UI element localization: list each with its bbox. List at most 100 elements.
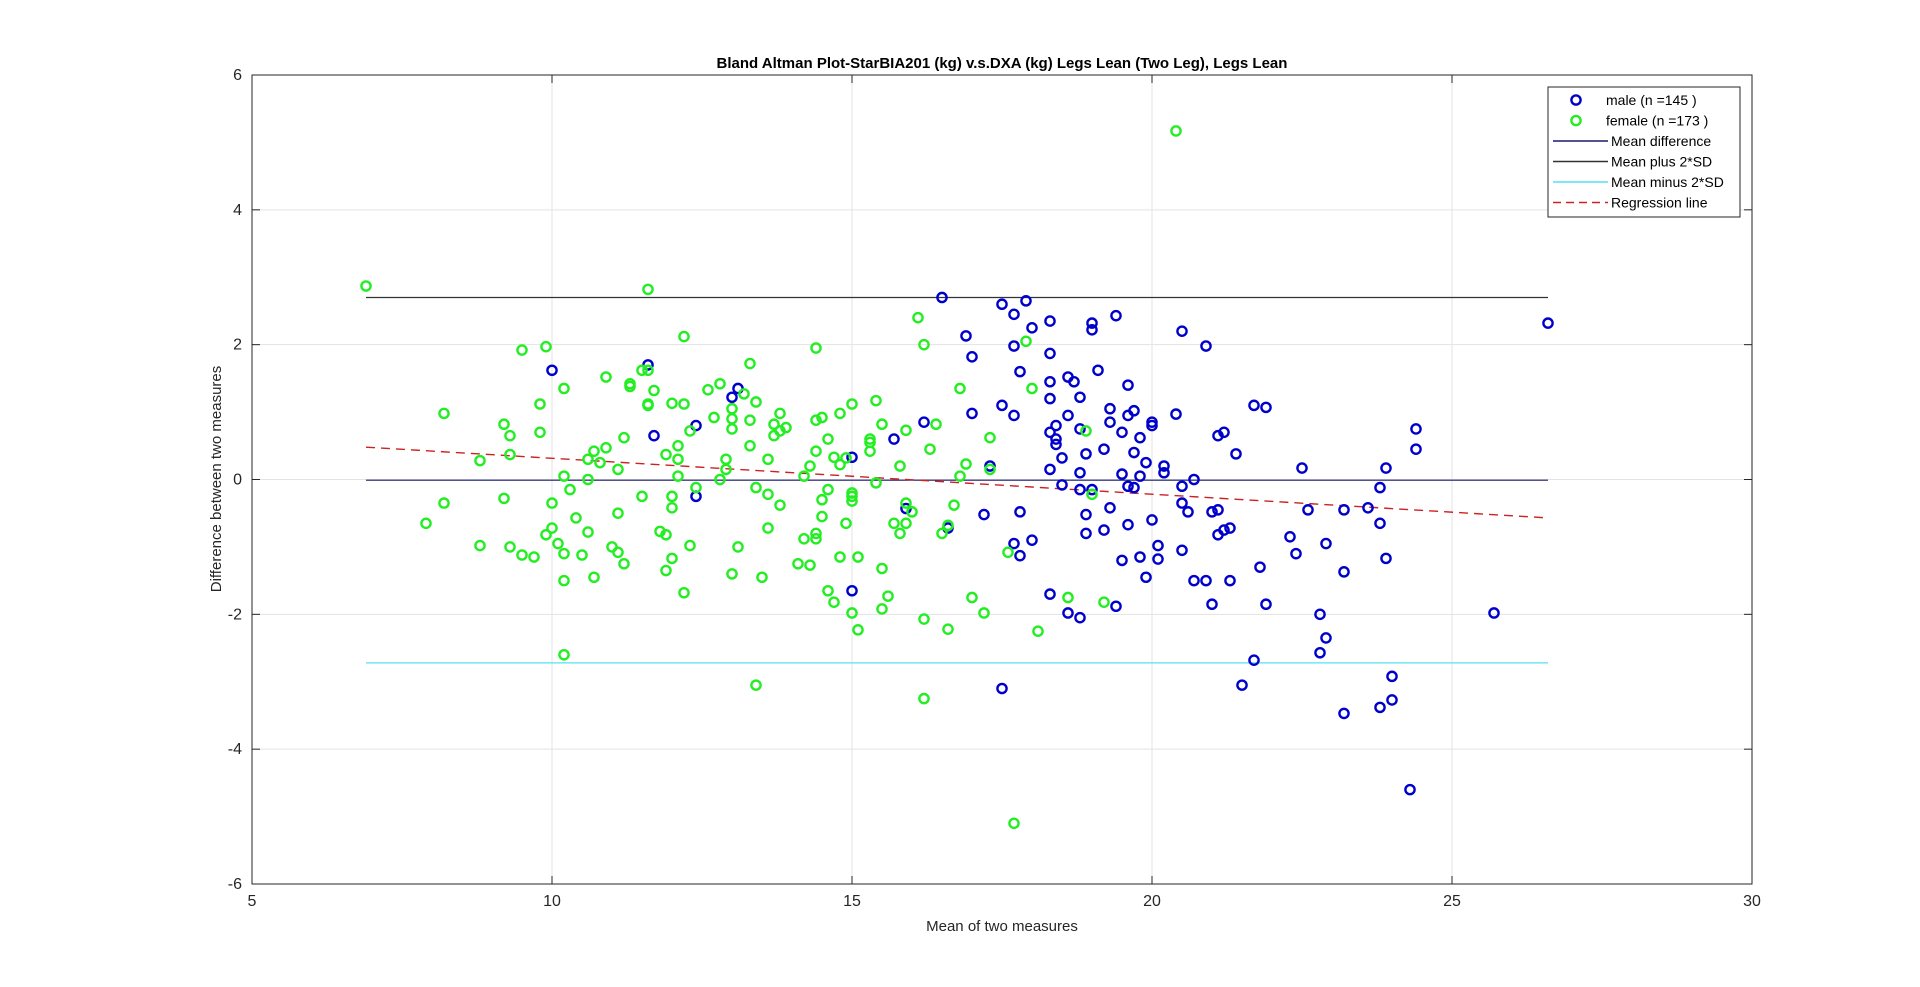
female-data-point — [1062, 591, 1074, 604]
female-data-point — [810, 342, 822, 354]
male-data-point — [1026, 534, 1038, 546]
male-data-point — [1380, 462, 1392, 474]
male-data-point — [1014, 506, 1026, 518]
female-data-point — [1098, 596, 1110, 608]
legend-box — [1547, 86, 1741, 218]
female-data-point — [774, 499, 786, 511]
female-data-point — [702, 384, 714, 396]
male-data-point — [1020, 295, 1032, 307]
female-data-point — [870, 477, 882, 489]
male-data-point — [1254, 561, 1266, 573]
male-data-point — [1014, 549, 1026, 562]
male-data-point — [1134, 551, 1146, 563]
male-data-point — [1092, 364, 1104, 377]
chart-title: Bland Altman Plot-StarBIA201 (kg) v.s.DX… — [717, 55, 1288, 72]
x-tick-label: 5 — [248, 893, 257, 910]
male-data-point — [1068, 375, 1080, 388]
male-data-point — [1008, 308, 1020, 321]
male-data-point — [546, 364, 558, 377]
y-tick-label: -6 — [228, 876, 242, 893]
male-data-point — [1074, 391, 1086, 404]
regression-line — [365, 446, 1549, 519]
male-data-point — [1410, 423, 1422, 435]
female-data-point — [582, 473, 594, 486]
x-tick-label: 10 — [543, 893, 561, 910]
female-data-point — [978, 607, 990, 619]
female-data-point — [1170, 125, 1182, 137]
female-data-point — [876, 562, 888, 575]
male-data-point — [846, 451, 858, 464]
male-data-point — [918, 416, 930, 428]
female-data-point — [816, 493, 828, 506]
female-data-point — [762, 522, 774, 534]
male-data-point — [1008, 409, 1020, 422]
female-data-point — [984, 463, 996, 476]
male-data-point — [1404, 783, 1416, 796]
male-data-point — [1044, 315, 1056, 327]
male-data-point — [1080, 508, 1092, 521]
male-data-point — [1146, 514, 1158, 526]
male-data-point — [1218, 524, 1230, 536]
male-data-point — [1338, 566, 1350, 578]
female-data-point — [828, 596, 840, 608]
male-data-point — [1044, 392, 1056, 405]
female-data-point — [774, 407, 786, 420]
male-data-point — [1176, 497, 1188, 509]
male-data-point — [1026, 322, 1038, 334]
female-data-point — [732, 541, 744, 553]
data-points — [360, 125, 1554, 830]
female-data-point — [678, 586, 690, 599]
y-tick-label: -4 — [228, 741, 242, 758]
male-data-point — [1410, 443, 1422, 455]
female-data-point — [540, 340, 552, 353]
male-data-point — [1146, 419, 1158, 432]
female-data-point — [438, 407, 450, 420]
male-data-point — [1218, 426, 1230, 439]
female-data-point — [642, 364, 654, 377]
female-data-point — [810, 527, 822, 540]
female-data-point — [642, 283, 654, 296]
female-data-point — [474, 539, 486, 552]
female-data-point — [498, 418, 510, 431]
male-data-point — [1128, 481, 1140, 494]
female-data-point — [666, 552, 678, 565]
y-tick-label: 2 — [233, 337, 242, 354]
female-data-point — [870, 394, 882, 407]
female-data-point — [666, 502, 678, 514]
male-data-point — [846, 584, 858, 597]
male-data-point — [1320, 537, 1332, 550]
female-data-point — [852, 624, 864, 636]
female-data-point — [924, 443, 936, 455]
female-data-point — [744, 357, 756, 370]
male-data-point — [1104, 416, 1116, 428]
y-tick-label: 6 — [233, 67, 242, 84]
female-data-point — [624, 380, 636, 393]
female-data-point — [600, 442, 612, 454]
female-data-point — [648, 384, 660, 397]
female-data-point — [726, 568, 738, 580]
female-data-point — [540, 528, 552, 541]
female-data-point — [966, 591, 978, 604]
male-data-point — [1122, 480, 1134, 493]
male-data-point — [1050, 433, 1062, 445]
male-data-point — [1224, 522, 1236, 534]
male-data-point — [1104, 502, 1116, 514]
male-data-point — [1128, 404, 1140, 417]
female-data-point — [642, 399, 654, 412]
male-data-point — [1044, 426, 1056, 439]
male-data-point — [1074, 466, 1086, 479]
x-tick-label: 30 — [1743, 893, 1761, 910]
male-data-point — [978, 508, 990, 521]
female-data-point — [960, 458, 972, 470]
female-data-point — [594, 456, 606, 469]
female-data-point — [612, 507, 624, 520]
legend-label: Mean minus 2*SD — [1611, 174, 1724, 190]
female-data-point — [804, 559, 816, 571]
female-data-point — [1026, 382, 1038, 395]
female-data-point — [612, 463, 624, 476]
male-data-point — [1098, 524, 1110, 536]
female-data-point — [900, 497, 912, 509]
male-data-point — [1158, 460, 1170, 472]
female-data-point — [834, 551, 846, 563]
